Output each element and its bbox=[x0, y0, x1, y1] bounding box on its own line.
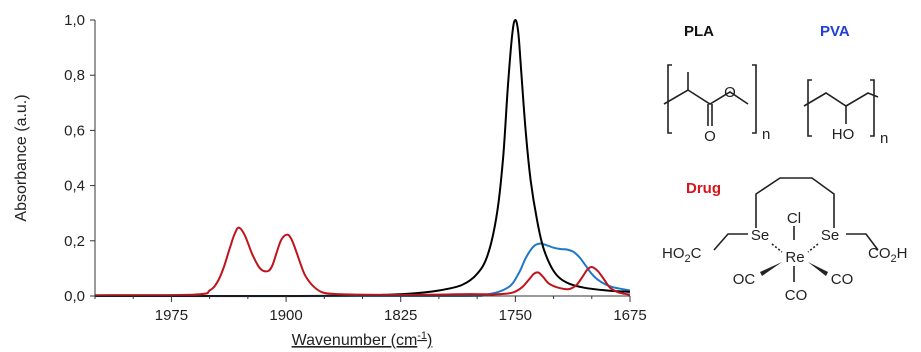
y-tick-label: 0,0 bbox=[64, 288, 85, 305]
x-tick-label: 1675 bbox=[613, 307, 646, 324]
axes: 0,0 0,2 0,4 0,6 0,8 1,0 1975 1900 1825 1750 1675 bbox=[64, 12, 647, 324]
pva-hydroxyl: HO bbox=[832, 126, 855, 143]
drug-selenium-left: Se bbox=[751, 227, 769, 244]
y-axis-label: Absorbance (a.u.) bbox=[13, 94, 30, 221]
drug-selenium-right: Se bbox=[821, 227, 839, 244]
drug-right-arm bbox=[846, 233, 879, 251]
pla-title: PLA bbox=[684, 23, 714, 40]
drug-carbonyl-left: OC bbox=[733, 271, 756, 288]
y-tick-label: 0,8 bbox=[64, 67, 85, 84]
drug-carbonyl-bottom: CO bbox=[785, 287, 808, 304]
pva-repeat-n: n bbox=[880, 130, 888, 147]
pla-carbonyl bbox=[707, 104, 713, 126]
series-line-pla bbox=[94, 19, 631, 298]
pla-structure: PLA O O n bbox=[663, 23, 770, 145]
drug-title: Drug bbox=[686, 180, 721, 197]
pla-carbonyl-oxygen: O bbox=[704, 128, 716, 145]
pla-chain bbox=[663, 89, 749, 105]
drug-carboxyl-right: CO2H bbox=[868, 245, 907, 265]
x-tick-label: 1900 bbox=[269, 307, 302, 324]
drug-wedge-left bbox=[760, 262, 782, 276]
x-tick-label: 1975 bbox=[155, 307, 188, 324]
y-tick-label: 0,6 bbox=[64, 122, 85, 139]
pva-structure: PVA HO n bbox=[803, 23, 888, 147]
drug-re-se-right bbox=[807, 243, 819, 253]
drug-left-arm bbox=[713, 233, 748, 251]
y-tick-label: 1,0 bbox=[64, 12, 85, 29]
pla-ester-oxygen: O bbox=[724, 84, 736, 101]
pva-chain bbox=[803, 92, 879, 107]
x-tick-label: 1825 bbox=[384, 307, 417, 324]
pla-bracket-left bbox=[667, 64, 672, 134]
drug-chlorine: Cl bbox=[787, 210, 801, 227]
drug-rhenium: Re bbox=[785, 249, 804, 266]
series-line-drug bbox=[94, 226, 631, 297]
plot-area bbox=[94, 19, 631, 298]
series-line-pva bbox=[94, 242, 631, 298]
drug-carboxyl-left: HO2C bbox=[662, 245, 702, 265]
pva-bracket-right bbox=[870, 79, 875, 137]
pva-title: PVA bbox=[820, 23, 850, 40]
drug-propyl-bridge bbox=[755, 177, 835, 228]
drug-wedge-right bbox=[808, 262, 828, 276]
pla-repeat-n: n bbox=[762, 126, 770, 143]
drug-carbonyl-right: CO bbox=[831, 271, 854, 288]
y-tick-label: 0,4 bbox=[64, 178, 85, 195]
drug-structure: Drug Cl Re Se Se HO2C CO2H OC CO CO bbox=[662, 177, 907, 304]
pla-bracket-right bbox=[752, 64, 757, 134]
drug-re-se-left bbox=[771, 243, 783, 253]
x-tick-label: 1750 bbox=[499, 307, 532, 324]
pva-bracket-left bbox=[807, 79, 812, 137]
x-axis-label: Wavenumber (cm-1) bbox=[292, 330, 433, 349]
y-tick-label: 0,2 bbox=[64, 233, 85, 250]
